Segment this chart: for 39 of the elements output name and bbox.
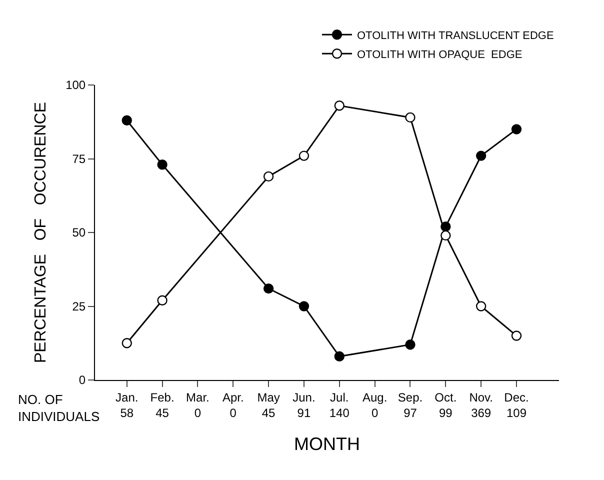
x-tick-label: Feb. 45 [150, 390, 174, 420]
y-tick-label: 100 [66, 78, 86, 92]
y-axis-title: PERCENTAGE OF OCCURENCE [32, 102, 50, 364]
text: NO. OF INDIVIDUALS [18, 392, 100, 424]
point [334, 351, 344, 362]
point [157, 295, 168, 306]
y-tick-label: 0 [78, 373, 86, 388]
point [511, 124, 522, 134]
y-tick-label: 75 [72, 152, 86, 166]
legend-label: OTOLITH WITH TRANSLUCENT EDGE [357, 30, 554, 42]
legend-label: OTOLITH WITH OPAQUE EDGE [357, 48, 522, 61]
x-tick-label: Oct. 99 [434, 390, 457, 420]
x-tick-label: Jul. 140 [329, 390, 350, 420]
y-tick-label: 25 [72, 299, 86, 314]
point [157, 160, 168, 170]
point [298, 150, 310, 161]
point [298, 301, 310, 312]
x-tick-label: Dec. 109 [504, 390, 529, 420]
point [476, 150, 486, 161]
point [122, 338, 132, 348]
x-tick-label: Sep. 97 [398, 390, 423, 420]
point [334, 100, 344, 111]
point [405, 112, 416, 123]
point [405, 340, 416, 350]
point [511, 330, 522, 341]
point [476, 301, 486, 312]
point [263, 283, 274, 294]
x-tick-label: Nov. 369 [469, 390, 493, 420]
x-tick-label: Jan. 58 [116, 390, 138, 420]
x-tick-label: Jun. 91 [292, 390, 316, 420]
y-tick-label: 50 [72, 226, 86, 240]
point [263, 171, 274, 182]
x-tick-label: Apr. 0 [222, 390, 244, 420]
point [122, 115, 132, 126]
x-axis-title: MONTH [294, 434, 360, 454]
x-tick-label: Mar. 0 [186, 390, 210, 420]
x-tick-label: Aug. 0 [362, 390, 388, 420]
point [440, 230, 451, 241]
x-tick-label: May 45 [257, 390, 280, 420]
